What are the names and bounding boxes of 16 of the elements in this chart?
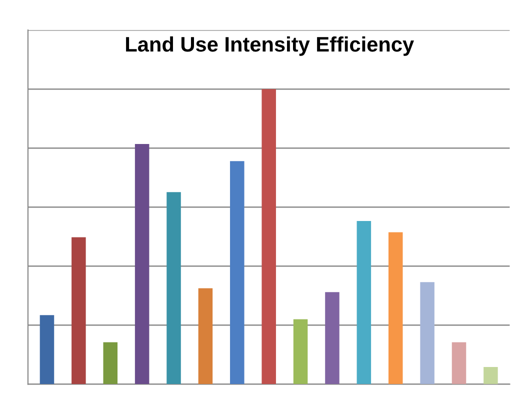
- bar: [230, 161, 244, 384]
- bar: [325, 292, 340, 384]
- bar: [388, 232, 403, 384]
- bar: [166, 192, 181, 384]
- bar: [293, 319, 308, 384]
- bar: [262, 89, 276, 384]
- bar: [72, 237, 86, 384]
- bar: [103, 342, 118, 384]
- bar: [484, 367, 498, 384]
- bar: [356, 220, 372, 384]
- bar: [40, 315, 54, 384]
- bar: [452, 342, 466, 384]
- bar: [420, 282, 434, 384]
- bar: [134, 144, 150, 384]
- chart-title: Land Use Intensity Efficiency: [126, 36, 414, 56]
- bar: [198, 288, 213, 384]
